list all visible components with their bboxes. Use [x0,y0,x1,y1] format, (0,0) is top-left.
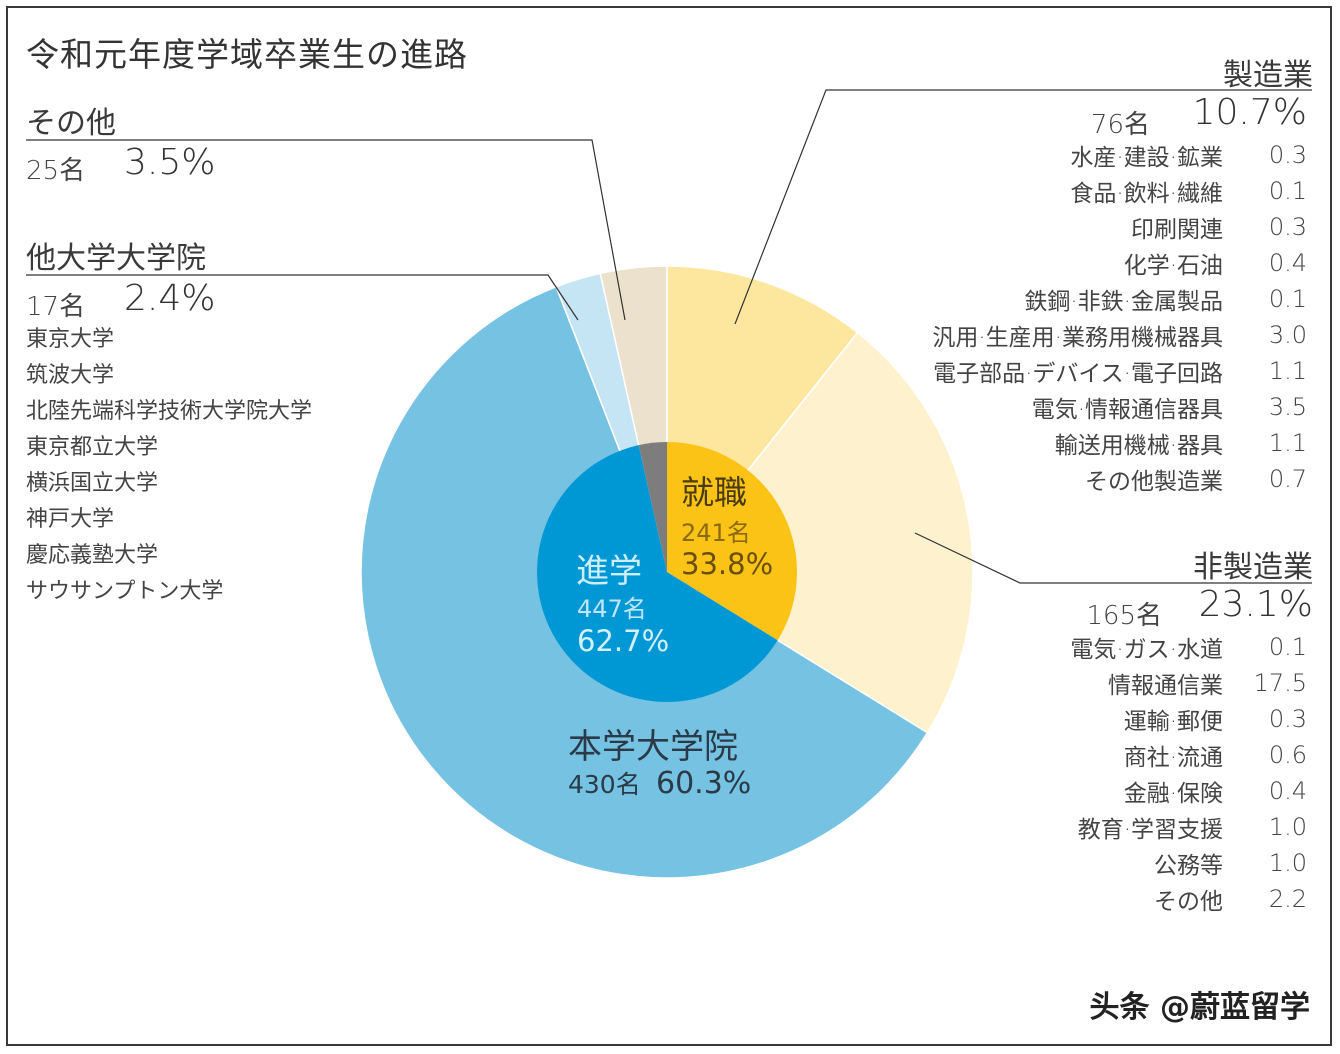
manufacturing-label: 汎用·生産用·業務用機械器具 [932,325,1223,351]
inner-slice-2 [638,442,667,572]
legend-other-grad-percent: 2.4% [124,278,216,319]
manufacturing-label: 食品·飲料·繊維 [1070,181,1223,207]
non-manufacturing-value: 1.0 [1268,849,1307,877]
manufacturing-row: 電子部品·デバイス·電子回路 1.1 [933,353,1307,389]
non-manufacturing-label: 金融·保険 [1123,781,1223,807]
leader-line-other [26,139,626,321]
non-manufacturing-value: 17.5 [1253,669,1307,697]
legend-other-count: 25名 [26,156,86,186]
legend-other-grad-name: 他大学大学院 [26,241,206,276]
non-manufacturing-row: 商社·流通 0.6 [1124,737,1307,773]
label-advance-name: 進学 [576,551,642,590]
university-item: 慶応義塾大学 [26,543,159,568]
manufacturing-row: 食品·飲料·繊維 0.1 [1070,173,1307,209]
non-manufacturing-label: 情報通信業 [1108,673,1223,699]
label-job-count: 241名 [681,519,751,547]
legend-non-manufacturing-name: 非製造業 [1193,550,1313,585]
leader-line-non-manufacturing [914,532,1312,584]
non-manufacturing-value: 1.0 [1268,813,1307,841]
manufacturing-row: 輸送用機械·器具 1.1 [1055,425,1307,461]
legend-other-grad-count: 17名 [26,292,86,322]
non-manufacturing-row: 電気·ガス·水道 0.1 [1070,629,1307,665]
legend-manufacturing-count: 76名 [1090,110,1150,140]
non-manufacturing-label: その他 [1154,889,1223,915]
label-advance-count: 447名 [577,595,647,623]
legend-non-manufacturing-percent: 23.1% [1198,584,1313,625]
manufacturing-label: 電気·情報通信器具 [1031,397,1223,423]
manufacturing-value: 0.1 [1268,285,1307,313]
university-item: 東京都立大学 [26,435,159,460]
non-manufacturing-label: 運輸·郵便 [1123,709,1223,735]
watermark: 头条 @蔚蓝留学 [1089,990,1310,1025]
manufacturing-value: 3.0 [1268,321,1307,349]
non-manufacturing-row: 情報通信業 17.5 [1108,665,1307,701]
non-manufacturing-label: 商社·流通 [1123,745,1223,771]
university-item: サウサンプトン大学 [26,579,224,604]
manufacturing-label: 輸送用機械·器具 [1054,433,1223,459]
non-manufacturing-value: 0.6 [1268,741,1307,769]
non-manufacturing-row: 教育·学習支援 1.0 [1078,809,1307,845]
legend-manufacturing-name: 製造業 [1223,58,1313,93]
non-manufacturing-value: 0.4 [1268,777,1307,805]
manufacturing-label: 鉄鋼·非鉄·金属製品 [1024,289,1223,315]
non-manufacturing-value: 0.1 [1268,633,1307,661]
label-home-grad-name: 本学大学院 [568,727,738,767]
manufacturing-row: その他製造業 0.7 [1085,461,1307,497]
label-advance-percent: 62.7% [577,624,669,658]
inner-slice-0 [667,442,798,641]
manufacturing-row: 化学·石油 0.4 [1124,245,1307,281]
university-list: 東京大学筑波大学北陸先端科学技術大学院大学 東京都立大学 横浜国立大学 神戸大学慶応義… [26,322,312,610]
manufacturing-row: 印刷関連 0.3 [1131,209,1307,245]
manufacturing-value: 0.1 [1268,177,1307,205]
university-item: 神戸大学 [26,507,115,532]
non-manufacturing-row: 金融·保険 0.4 [1124,773,1307,809]
label-job-percent: 33.8% [681,547,773,581]
label-job-name: 就職 [681,473,747,512]
manufacturing-label: 印刷関連 [1131,217,1223,243]
non-manufacturing-row: 運輸·郵便 0.3 [1124,701,1307,737]
label-home-grad-count: 430名 [568,770,641,799]
non-manufacturing-label: 電気·ガス·水道 [1070,637,1223,663]
manufacturing-value: 3.5 [1268,393,1307,421]
non-manufacturing-label: 公務等 [1154,853,1223,879]
university-item: 筑波大学 [26,363,115,388]
non-manufacturing-row: その他 2.2 [1154,881,1307,917]
manufacturing-value: 0.3 [1268,141,1307,169]
legend-manufacturing-percent: 10.7% [1192,92,1307,133]
non-manufacturing-value: 2.2 [1268,885,1307,913]
manufacturing-row: 水産·建設·鉱業 0.3 [1070,137,1307,173]
manufacturing-value: 0.4 [1268,249,1307,277]
non-manufacturing-value: 0.3 [1268,705,1307,733]
university-item: 北陸先端科学技術大学院大学 [26,399,313,424]
legend-other-percent: 3.5% [124,142,216,183]
manufacturing-value: 1.1 [1268,357,1307,385]
legend-non-manufacturing-count: 165名 [1086,601,1162,631]
manufacturing-row: 汎用·生産用·業務用機械器具 3.0 [932,317,1307,353]
manufacturing-label: 電子部品·デバイス·電子回路 [933,361,1223,387]
manufacturing-label: 化学·石油 [1123,253,1223,279]
leader-line-manufacturing [734,89,1312,325]
label-home-grad-percent: 60.3% [656,766,751,801]
manufacturing-label: 水産·建設·鉱業 [1070,145,1223,171]
leader-line-other-grad [26,274,579,321]
manufacturing-label: その他製造業 [1085,469,1223,495]
manufacturing-value: 1.1 [1268,429,1307,457]
manufacturing-value: 0.7 [1268,465,1307,493]
inner-slice-1 [537,445,778,702]
manufacturing-value: 0.3 [1268,213,1307,241]
non-manufacturing-row: 公務等 1.0 [1154,845,1307,881]
outer-slice-1 [665,331,974,734]
legend-other-name: その他 [26,106,116,141]
university-item: 横浜国立大学 [26,471,159,496]
non-manufacturing-label: 教育·学習支援 [1077,817,1223,843]
university-item: 東京大学 [26,327,115,352]
manufacturing-row: 電気·情報通信器具 3.5 [1032,389,1307,425]
manufacturing-row: 鉄鋼·非鉄·金属製品 0.1 [1024,281,1307,317]
chart-title: 令和元年度学域卒業生の進路 [26,35,468,74]
